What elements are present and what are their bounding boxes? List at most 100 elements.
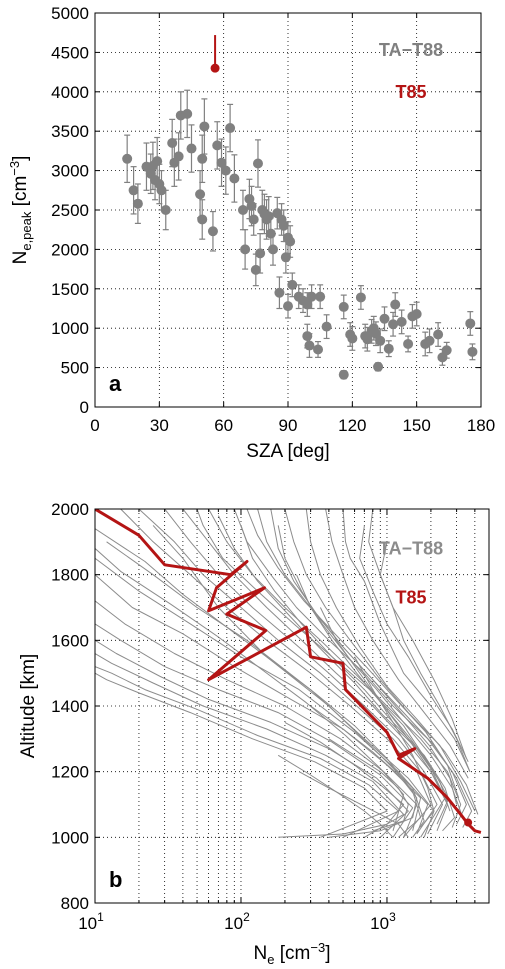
panel-a-marker <box>274 287 285 298</box>
panel-b-ta-t88-profile <box>284 509 476 812</box>
panel-b-ta-t88-profile <box>95 672 388 838</box>
panel-b-ta-t88-profile <box>296 574 451 802</box>
panel-a-marker <box>379 313 390 324</box>
panel-b-ta-t88-profile <box>325 509 469 779</box>
panel-a-marker <box>315 291 326 302</box>
panel-b-ta-t88-profile <box>95 653 405 838</box>
panel-b-ta-t88-profile <box>305 509 479 815</box>
panel-a-y-label-base: N <box>10 251 31 265</box>
panel-a-data-point <box>321 314 332 340</box>
panel-a-legend-ta-t88: TA−T88 <box>379 40 443 60</box>
panel-b-y-tick-label: 1600 <box>51 631 89 650</box>
panel-a-marker <box>388 319 399 330</box>
panel-b-x-label-unit-sup: −3 <box>310 940 325 955</box>
panel-b-x-label-sub: e <box>267 952 274 967</box>
panel-a-marker <box>321 321 332 332</box>
panel-a-marker <box>267 244 278 255</box>
panel-a-y-ticks: 0 500 1000 1500 2000 2500 3000 3500 4000 4500 5000 <box>51 4 481 417</box>
panel-a-y-label-unit-sup: −3 <box>7 161 22 176</box>
panel-a-marker <box>186 143 197 154</box>
panel-b-ta-t88-profile <box>95 600 418 838</box>
panel-a-marker <box>362 334 373 345</box>
panel-a-data-point <box>255 233 266 274</box>
panel-b-legend-ta-t88: TA−T88 <box>379 538 443 558</box>
panel-b-ta-t88-profile <box>354 656 435 828</box>
panel-b-ta-t88-profile <box>277 754 394 838</box>
panel-a-marker <box>396 316 407 327</box>
panel-a-marker <box>263 211 274 222</box>
panel-b-ta-t88-profile <box>217 515 451 812</box>
panel-a-data-point <box>375 328 386 354</box>
panel-b-x-ticks: 101 102 103 <box>78 509 490 933</box>
panel-a-y-tick-label: 1000 <box>51 319 89 338</box>
panel-b-x-label-base: N <box>254 943 268 964</box>
panel-a-y-label-unit-close: ] <box>10 156 31 161</box>
panel-a-marker <box>285 236 296 247</box>
panel-a-y-tick-label: 5000 <box>51 4 89 23</box>
panel-a-y-tick-label: 4500 <box>51 43 89 62</box>
panel-a-data-point <box>285 225 296 258</box>
panel-a-marker <box>373 361 384 372</box>
panel-b-ta-t88-profile <box>278 721 405 838</box>
panel-b-y-axis-label: Altitude [km] <box>18 654 39 759</box>
panel-a-marker <box>355 292 366 303</box>
panel-b-t85-profile <box>95 509 482 834</box>
panel-a-marker <box>216 157 227 168</box>
panel-a-marker <box>280 252 291 263</box>
panel-b-x-label-unit-close: ] <box>325 943 330 964</box>
panel-a-marker <box>195 189 206 200</box>
panel-a-marker <box>338 301 349 312</box>
panel-a-x-ticks: 0 30 60 90 120 150 180 <box>90 13 495 435</box>
panel-a-marker <box>302 331 313 342</box>
panel-a-marker <box>128 185 139 196</box>
panel-b-y-tick-label: 1800 <box>51 566 89 585</box>
panel-b-legend: TA−T88 T85 <box>379 538 443 607</box>
panel-a-data-point <box>274 276 285 310</box>
panel-a-marker <box>212 140 223 151</box>
panel-b-x-label-unit: [cm <box>274 943 310 964</box>
panel-a-data <box>122 35 478 380</box>
panel-a-x-tick-label: 180 <box>467 416 495 435</box>
panel-a-marker <box>411 309 422 320</box>
panel-b-ta-t88-profile <box>120 509 432 838</box>
panel-a-data-point <box>467 343 478 361</box>
panel-a-marker <box>132 198 143 209</box>
panel-a-marker <box>152 156 163 167</box>
panel-a-data-point <box>248 203 259 236</box>
panel-a-data-point <box>424 328 435 354</box>
panel-a-marker <box>304 340 315 351</box>
panel-a-marker <box>347 333 358 344</box>
panel-a-data-point <box>199 98 210 155</box>
panel-a-data-point <box>379 306 390 332</box>
panel-a-data-point <box>173 132 184 181</box>
panel-a-marker <box>467 346 478 357</box>
panel-b-ta-t88-profile <box>95 557 429 835</box>
panel-a-marker <box>338 369 349 380</box>
panel-a-y-tick-label: 4000 <box>51 83 89 102</box>
panel-a-y-tick-label: 1500 <box>51 280 89 299</box>
panel-a-data-point <box>306 284 317 310</box>
panel-a-data-point <box>132 183 143 224</box>
panel-a-marker <box>199 121 210 132</box>
panel-a-legend: TA−T88 T85 <box>379 40 443 102</box>
panel-a-marker <box>220 165 231 176</box>
panel-a-data-point <box>252 139 263 188</box>
panel-a-x-tick-label: 0 <box>90 416 99 435</box>
panel-a-marker <box>375 335 386 346</box>
panel-a-data-point <box>338 369 349 380</box>
panel-a-data-point <box>338 294 349 320</box>
panel-b-y-ticks: 800 1000 1200 1400 1600 1800 2000 <box>51 500 489 913</box>
panel-a-data-point <box>390 292 401 317</box>
panel-a-marker <box>207 226 218 237</box>
panel-a-marker <box>424 335 435 346</box>
panel-a-marker <box>229 173 240 184</box>
panel-a-data-point <box>267 233 278 266</box>
panel-b-ta-t88-profile <box>182 509 448 831</box>
panel-b-y-tick-label: 800 <box>61 894 89 913</box>
panel-a-marker <box>255 248 266 259</box>
panel-a-y-tick-label: 3500 <box>51 122 89 141</box>
panel-a-marker <box>302 299 313 310</box>
panel-b-ta-t88-profile <box>95 623 414 838</box>
panel-a-marker <box>160 205 171 215</box>
panel-a-y-tick-label: 500 <box>61 359 89 378</box>
